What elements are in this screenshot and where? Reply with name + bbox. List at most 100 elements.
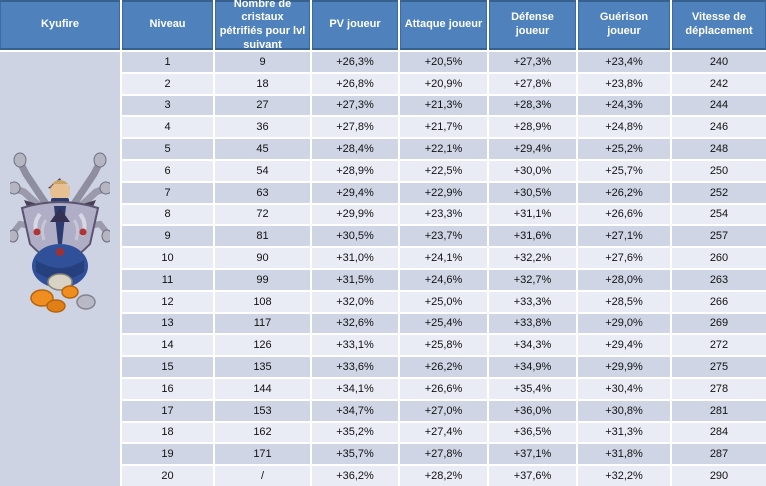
table-cell: 9 xyxy=(215,52,310,72)
table-cell: +27,3% xyxy=(489,52,576,72)
table-cell: 18 xyxy=(215,73,310,94)
table-cell: 8 xyxy=(122,204,213,225)
header-cristaux: Nombre de cristaux pétrifiés pour lvl su… xyxy=(215,0,310,51)
table-cell: 3 xyxy=(122,95,213,116)
table-cell: +35,7% xyxy=(312,444,398,465)
table-cell: 260 xyxy=(672,248,766,268)
table-cell: 27 xyxy=(215,95,310,116)
table-cell: 20 xyxy=(122,466,213,486)
table-cell: 246 xyxy=(672,117,766,138)
table-cell: +30,4% xyxy=(578,378,670,399)
table-cell: +31,8% xyxy=(578,444,670,465)
table-cell: +29,9% xyxy=(312,204,398,225)
table-cell: +21,7% xyxy=(400,117,487,138)
table-cell: +30,8% xyxy=(578,400,670,421)
header-pv: PV joueur xyxy=(312,0,398,50)
table-cell: 248 xyxy=(672,139,766,159)
table-cell: +27,8% xyxy=(400,444,487,465)
table-cell: 90 xyxy=(215,248,310,268)
table-cell: 266 xyxy=(672,291,766,312)
table-cell: 275 xyxy=(672,357,766,377)
table-cell: 54 xyxy=(215,160,310,181)
table-cell: +29,4% xyxy=(489,139,576,159)
table-cell: +25,4% xyxy=(400,313,487,334)
creature-image-cell xyxy=(0,52,120,486)
table-cell: 18 xyxy=(122,422,213,443)
table-cell: +28,4% xyxy=(312,139,398,159)
table-cell: 135 xyxy=(215,357,310,377)
table-cell: 4 xyxy=(122,117,213,138)
table-cell: +28,3% xyxy=(489,95,576,116)
table-cell: +33,8% xyxy=(489,313,576,334)
table-cell: +29,0% xyxy=(578,313,670,334)
header-vitesse: Vitesse de déplacement xyxy=(672,0,766,50)
table-cell: +32,0% xyxy=(312,291,398,312)
kyufire-creature-icon xyxy=(10,152,110,313)
table-cell: 15 xyxy=(122,357,213,377)
table-cell: +31,1% xyxy=(489,204,576,225)
table-cell: +33,3% xyxy=(489,291,576,312)
table-cell: +23,4% xyxy=(578,52,670,72)
table-cell: +27,1% xyxy=(578,226,670,247)
table-cell: +25,8% xyxy=(400,335,487,356)
table-cell: +24,1% xyxy=(400,248,487,268)
table-cell: +32,2% xyxy=(489,248,576,268)
header-defense: Défense joueur xyxy=(489,0,576,50)
table-cell: 153 xyxy=(215,400,310,421)
table-cell: 10 xyxy=(122,248,213,268)
table-cell: +34,1% xyxy=(312,378,398,399)
table-cell: 269 xyxy=(672,313,766,334)
table-cell: 11 xyxy=(122,269,213,290)
table-cell: +23,8% xyxy=(578,73,670,94)
table-cell: 108 xyxy=(215,291,310,312)
header-attaque: Attaque joueur xyxy=(400,0,487,50)
table-cell: / xyxy=(215,466,310,486)
table-cell: 290 xyxy=(672,466,766,486)
table-cell: 244 xyxy=(672,95,766,116)
table-cell: +21,3% xyxy=(400,95,487,116)
table-cell: +28,2% xyxy=(400,466,487,486)
table-cell: +23,3% xyxy=(400,204,487,225)
table-cell: 171 xyxy=(215,444,310,465)
table-cell: +31,3% xyxy=(578,422,670,443)
table-cell: +35,4% xyxy=(489,378,576,399)
table-cell: +34,3% xyxy=(489,335,576,356)
table-cell: 242 xyxy=(672,73,766,94)
table-cell: 250 xyxy=(672,160,766,181)
table-cell: +34,9% xyxy=(489,357,576,377)
table-cell: 81 xyxy=(215,226,310,247)
table-cell: +37,1% xyxy=(489,444,576,465)
table-cell: +31,6% xyxy=(489,226,576,247)
table-cell: +26,6% xyxy=(578,204,670,225)
table-cell: +32,7% xyxy=(489,269,576,290)
table-cell: +30,5% xyxy=(312,226,398,247)
table-cell: 252 xyxy=(672,182,766,203)
table-cell: +30,0% xyxy=(489,160,576,181)
table-cell: 99 xyxy=(215,269,310,290)
table-cell: +33,6% xyxy=(312,357,398,377)
table-cell: 7 xyxy=(122,182,213,203)
table-cell: +24,6% xyxy=(400,269,487,290)
table-cell: +28,5% xyxy=(578,291,670,312)
table-cell: 9 xyxy=(122,226,213,247)
table-cell: 45 xyxy=(215,139,310,159)
table-cell: +24,3% xyxy=(578,95,670,116)
table-cell: +25,0% xyxy=(400,291,487,312)
table-cell: 19 xyxy=(122,444,213,465)
table-cell: +25,2% xyxy=(578,139,670,159)
table-cell: +31,0% xyxy=(312,248,398,268)
table-cell: +27,3% xyxy=(312,95,398,116)
table-cell: +29,4% xyxy=(578,335,670,356)
table-cell: 287 xyxy=(672,444,766,465)
table-cell: +22,1% xyxy=(400,139,487,159)
table-cell: +20,9% xyxy=(400,73,487,94)
table-cell: 281 xyxy=(672,400,766,421)
table-cell: +29,9% xyxy=(578,357,670,377)
table-cell: 162 xyxy=(215,422,310,443)
table-cell: 5 xyxy=(122,139,213,159)
table-cell: 144 xyxy=(215,378,310,399)
header-guerison: Guérison joueur xyxy=(578,0,670,50)
table-cell: 17 xyxy=(122,400,213,421)
table-cell: +36,2% xyxy=(312,466,398,486)
table-cell: +29,4% xyxy=(312,182,398,203)
